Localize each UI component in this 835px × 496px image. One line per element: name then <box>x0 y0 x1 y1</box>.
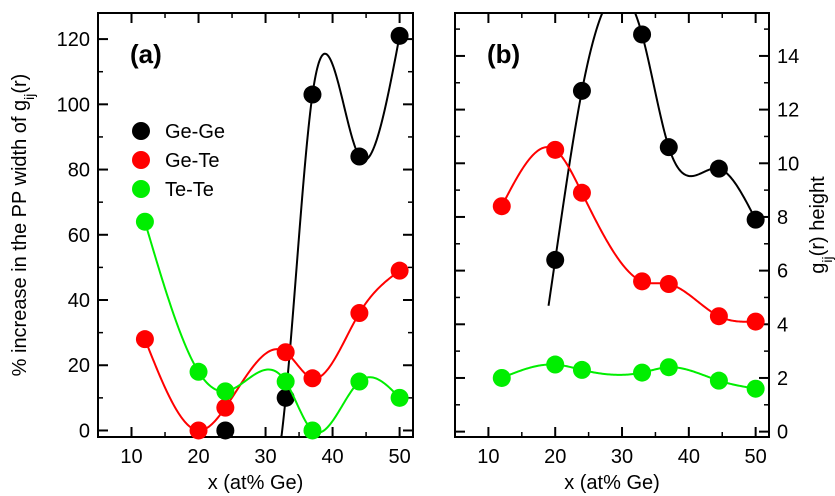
data-point-ge-te <box>659 275 678 294</box>
x-tick-label: 30 <box>611 446 633 468</box>
data-point-te-te <box>709 371 728 390</box>
data-point-ge-te <box>709 307 728 326</box>
x-tick-label: 20 <box>187 446 209 468</box>
y-axis-title-tail: (r) height <box>807 176 829 256</box>
legend-label: Ge-Te <box>165 150 219 172</box>
x-axis-title: x (at% Ge) <box>564 472 660 494</box>
data-point-ge-te <box>276 343 295 362</box>
data-point-ge-te <box>572 183 591 202</box>
y-tick-label: 40 <box>68 290 90 312</box>
data-point-te-te <box>659 358 678 377</box>
y-tick-label: 80 <box>68 160 90 182</box>
data-point-te-te <box>492 368 511 387</box>
data-point-te-te <box>572 360 591 379</box>
y-tick-label: 14 <box>777 46 799 68</box>
data-point-te-te <box>546 355 565 374</box>
y-tick-label: 8 <box>777 207 788 229</box>
series-line-ge-te <box>143 269 401 432</box>
x-tick-label: 30 <box>254 446 276 468</box>
data-point-te-te <box>746 379 765 398</box>
data-point-ge-te <box>350 304 369 323</box>
x-tick-label: 40 <box>321 446 343 468</box>
y-tick-label: 4 <box>777 314 788 336</box>
x-tick-label: 10 <box>120 446 142 468</box>
data-point-te-te <box>276 372 295 391</box>
data-point-ge-te <box>303 369 322 388</box>
data-point-te-te <box>216 382 235 401</box>
series-line-ge-ge <box>547 12 757 306</box>
data-point-te-te <box>135 212 154 231</box>
y-tick-label: 100 <box>57 94 90 116</box>
data-point-ge-ge <box>659 138 678 157</box>
y-tick-label: 6 <box>777 261 788 283</box>
data-point-ge-ge <box>216 421 235 440</box>
y-axis-title-subscript: ij <box>819 256 835 262</box>
x-tick-label: 50 <box>745 446 767 468</box>
data-point-ge-ge <box>572 81 591 100</box>
y-tick-label: 0 <box>777 422 788 444</box>
data-point-ge-ge <box>276 388 295 407</box>
data-point-ge-ge <box>303 85 322 104</box>
panel-a: 10 20 30 40 50 0 20 40 60 80 100 120 x (at% Ge) % inc… <box>9 12 414 494</box>
data-point-ge-ge <box>390 26 409 45</box>
legend-label: Te-Te <box>165 179 214 201</box>
panel-b: 10 20 30 40 50 0 2 4 6 8 10 12 14 x (at% Ge) gij(r) he… <box>454 12 835 494</box>
y-tick-label: 10 <box>777 153 799 175</box>
legend-marker <box>132 151 150 169</box>
data-point-te-te <box>303 421 322 440</box>
x-axis-title: x (at% Ge) <box>208 472 304 494</box>
data-point-te-te <box>189 362 208 381</box>
legend-marker <box>132 180 150 198</box>
y-axis-title: % increase in the PP width of gij(r) <box>9 74 37 377</box>
data-point-ge-te <box>546 140 565 159</box>
y-axis-title: gij(r) height <box>807 176 835 274</box>
data-point-ge-te <box>633 272 652 291</box>
data-point-ge-te <box>189 421 208 440</box>
data-point-ge-te <box>492 197 511 216</box>
x-tick-label: 20 <box>544 446 566 468</box>
y-tick-label: 12 <box>777 100 799 122</box>
data-point-ge-ge <box>633 25 652 44</box>
data-point-ge-te <box>216 398 235 417</box>
y-axis-title-subscript: ij <box>21 94 37 100</box>
panel-label: (b) <box>487 39 520 69</box>
legend-marker <box>132 122 150 140</box>
y-tick-label: 120 <box>57 29 90 51</box>
data-point-ge-te <box>746 312 765 331</box>
y-axis-title-main: g <box>807 263 829 274</box>
legend-label: Ge-Ge <box>165 121 225 143</box>
data-point-te-te <box>390 388 409 407</box>
data-point-ge-ge <box>350 147 369 166</box>
y-tick-label: 2 <box>777 368 788 390</box>
x-tick-label: 50 <box>388 446 410 468</box>
x-tick-label: 40 <box>678 446 700 468</box>
data-point-te-te <box>350 372 369 391</box>
data-point-ge-te <box>390 261 409 280</box>
y-tick-label: 20 <box>68 355 90 377</box>
data-point-te-te <box>633 363 652 382</box>
y-axis-title-main: % increase in the PP width of g <box>9 100 31 376</box>
data-point-ge-ge <box>709 159 728 178</box>
panel-label: (a) <box>130 39 162 69</box>
x-tick-label: 10 <box>477 446 499 468</box>
data-point-ge-ge <box>546 250 565 269</box>
series-line-te-te <box>143 221 401 434</box>
y-tick-label: 0 <box>79 420 90 442</box>
y-axis-title-tail: (r) <box>9 74 31 94</box>
data-point-ge-ge <box>746 210 765 229</box>
y-tick-label: 60 <box>68 225 90 247</box>
data-point-ge-te <box>135 330 154 349</box>
